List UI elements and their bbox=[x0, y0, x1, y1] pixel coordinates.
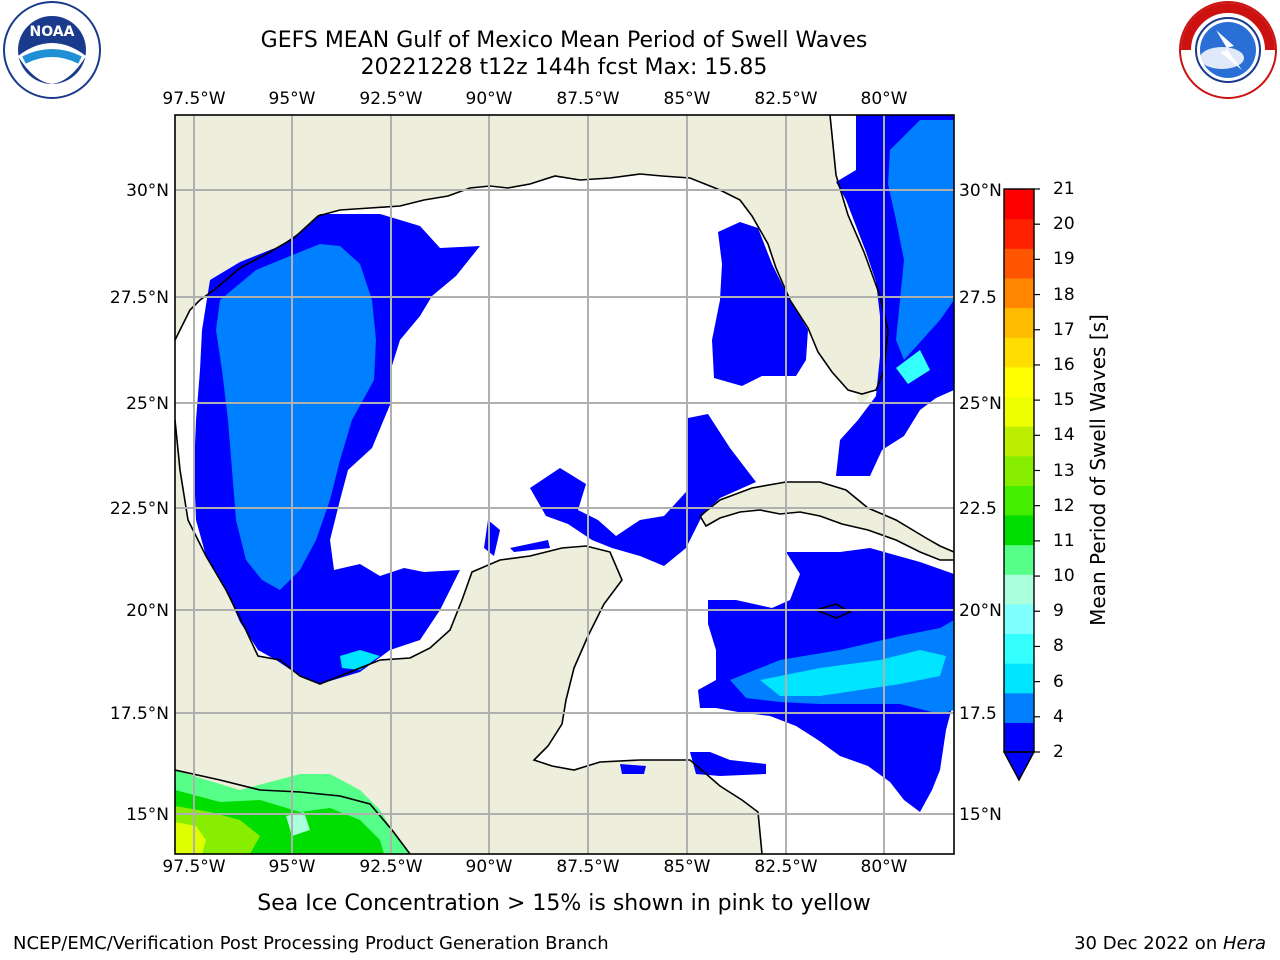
lat-tick-left: 20°N bbox=[126, 601, 169, 621]
colorbar-tick-label: 2 bbox=[1053, 742, 1064, 762]
lon-tick-top: 97.5°W bbox=[162, 89, 226, 109]
lon-tick-bottom: 92.5°W bbox=[359, 857, 423, 877]
lon-tick-bottom: 85°W bbox=[663, 857, 711, 877]
colorbar-tick-label: 6 bbox=[1053, 671, 1064, 692]
land-mexico bbox=[175, 420, 762, 854]
colorbar-tick-label: 13 bbox=[1053, 460, 1075, 481]
lon-tick-top: 90°W bbox=[465, 89, 513, 109]
colorbar-swatch bbox=[1004, 485, 1034, 516]
colorbar-swatch bbox=[1004, 455, 1034, 486]
colorbar-tick-label: 9 bbox=[1053, 601, 1064, 622]
lon-tick-top: 82.5°W bbox=[754, 89, 818, 109]
contour-atlantic-6s bbox=[896, 350, 930, 384]
colorbar-tick-label: 21 bbox=[1053, 179, 1075, 199]
colorbar-tick-label: 4 bbox=[1053, 706, 1064, 727]
svg-text:NOAA: NOAA bbox=[30, 24, 75, 40]
contour-caribbean-patch bbox=[690, 752, 766, 776]
lat-tick-right: 30°N bbox=[959, 181, 1002, 201]
lon-tick-top: 80°W bbox=[860, 89, 908, 109]
lat-tick-left: 27.5°N bbox=[109, 288, 169, 308]
lat-tick-right: 27.5 bbox=[959, 288, 997, 308]
lon-tick-top: 95°W bbox=[268, 89, 316, 109]
lat-tick-left: 15°N bbox=[126, 805, 169, 825]
colorbar-swatch bbox=[1004, 514, 1034, 546]
swell-contours bbox=[175, 115, 954, 854]
colorbar-swatch bbox=[1004, 722, 1034, 753]
chart-title: GEFS MEAN Gulf of Mexico Mean Period of … bbox=[260, 28, 868, 53]
lat-tick-right: 25°N bbox=[959, 394, 1002, 414]
lat-tick-left: 22.5°N bbox=[109, 499, 169, 519]
footer-producer: NCEP/EMC/Verification Post Processing Pr… bbox=[13, 933, 609, 954]
colorbar-tick-label: 14 bbox=[1053, 425, 1075, 446]
colorbar-swatch bbox=[1004, 189, 1034, 220]
contour-central-patch-3 bbox=[510, 540, 550, 552]
colorbar-tick-label: 15 bbox=[1053, 390, 1075, 411]
lat-tick-right: 22.5 bbox=[959, 499, 997, 519]
contour-west-gulf-6s bbox=[340, 650, 380, 670]
sea-ice-caption: Sea Ice Concentration > 15% is shown in … bbox=[257, 891, 871, 916]
colorbar-swatch bbox=[1004, 366, 1034, 398]
colorbar-swatch bbox=[1004, 307, 1034, 338]
colorbar-tick-label: 10 bbox=[1053, 566, 1075, 587]
colorbar-swatch bbox=[1004, 544, 1034, 575]
map-frame bbox=[174, 114, 955, 855]
colorbar-tick-label: 17 bbox=[1053, 319, 1075, 340]
nws-logo bbox=[1176, 0, 1280, 108]
lon-tick-bottom: 82.5°W bbox=[754, 857, 818, 877]
colorbar-swatch bbox=[1004, 218, 1034, 249]
lat-tick-left: 25°N bbox=[126, 394, 169, 414]
colorbar-swatch bbox=[1004, 692, 1034, 723]
colorbar-tick-label: 11 bbox=[1053, 530, 1075, 551]
lon-tick-top: 87.5°W bbox=[556, 89, 620, 109]
colorbar-swatch bbox=[1004, 396, 1034, 427]
colorbar-label: Mean Period of Swell Waves [s] bbox=[1086, 314, 1110, 626]
colorbar-tick-label: 8 bbox=[1053, 636, 1064, 657]
colorbar-tick-label: 20 bbox=[1053, 214, 1075, 235]
lon-tick-bottom: 80°W bbox=[860, 857, 908, 877]
lat-tick-left: 17.5°N bbox=[109, 704, 169, 724]
colorbar-tick-label: 16 bbox=[1053, 354, 1075, 375]
colorbar-swatch bbox=[1004, 337, 1034, 368]
colorbar-tick-label: 12 bbox=[1053, 495, 1075, 516]
lat-tick-right: 15°N bbox=[959, 805, 1002, 825]
contour-west-gulf-4s bbox=[216, 244, 376, 590]
lat-tick-right: 17.5 bbox=[959, 704, 997, 724]
contour-east-gulf-2s bbox=[712, 222, 808, 386]
lon-tick-top: 85°W bbox=[663, 89, 711, 109]
colorbar-tick-label: 19 bbox=[1053, 249, 1075, 270]
land-us bbox=[175, 115, 888, 394]
colorbar bbox=[1002, 188, 1040, 782]
lon-tick-top: 92.5°W bbox=[359, 89, 423, 109]
colorbar-extend-arrow bbox=[1002, 751, 1036, 782]
graticule bbox=[175, 115, 954, 854]
contour-atlantic-4s bbox=[888, 120, 954, 360]
lat-tick-left: 30°N bbox=[126, 181, 169, 201]
colorbar-swatch bbox=[1004, 603, 1034, 635]
lon-tick-bottom: 97.5°W bbox=[162, 857, 226, 877]
footer-date-text: 30 Dec 2022 on bbox=[1074, 933, 1223, 954]
colorbar-swatch bbox=[1004, 426, 1034, 457]
land-cuba bbox=[700, 482, 954, 560]
colorbar-tick-label: 18 bbox=[1053, 284, 1075, 305]
footer-host: Hera bbox=[1222, 933, 1266, 954]
colorbar-swatch bbox=[1004, 277, 1034, 309]
lon-tick-bottom: 95°W bbox=[268, 857, 316, 877]
chart-subtitle: 20221228 t12z 144h fcst Max: 15.85 bbox=[360, 55, 768, 80]
colorbar-swatch bbox=[1004, 574, 1034, 605]
colorbar-swatch bbox=[1004, 633, 1034, 664]
colorbar-swatch bbox=[1004, 248, 1034, 279]
lon-tick-bottom: 87.5°W bbox=[556, 857, 620, 877]
contour-caribbean-patch-2 bbox=[620, 764, 646, 774]
contour-caribbean-6s bbox=[760, 650, 946, 696]
contour-pacific-13s bbox=[175, 822, 206, 854]
noaa-logo: NOAA bbox=[0, 0, 104, 108]
contour-central-patch-1 bbox=[530, 414, 756, 566]
footer-date: 30 Dec 2022 on Hera bbox=[1074, 933, 1266, 954]
colorbar-swatch bbox=[1004, 663, 1034, 694]
lat-tick-right: 20°N bbox=[959, 601, 1002, 621]
lon-tick-bottom: 90°W bbox=[465, 857, 513, 877]
